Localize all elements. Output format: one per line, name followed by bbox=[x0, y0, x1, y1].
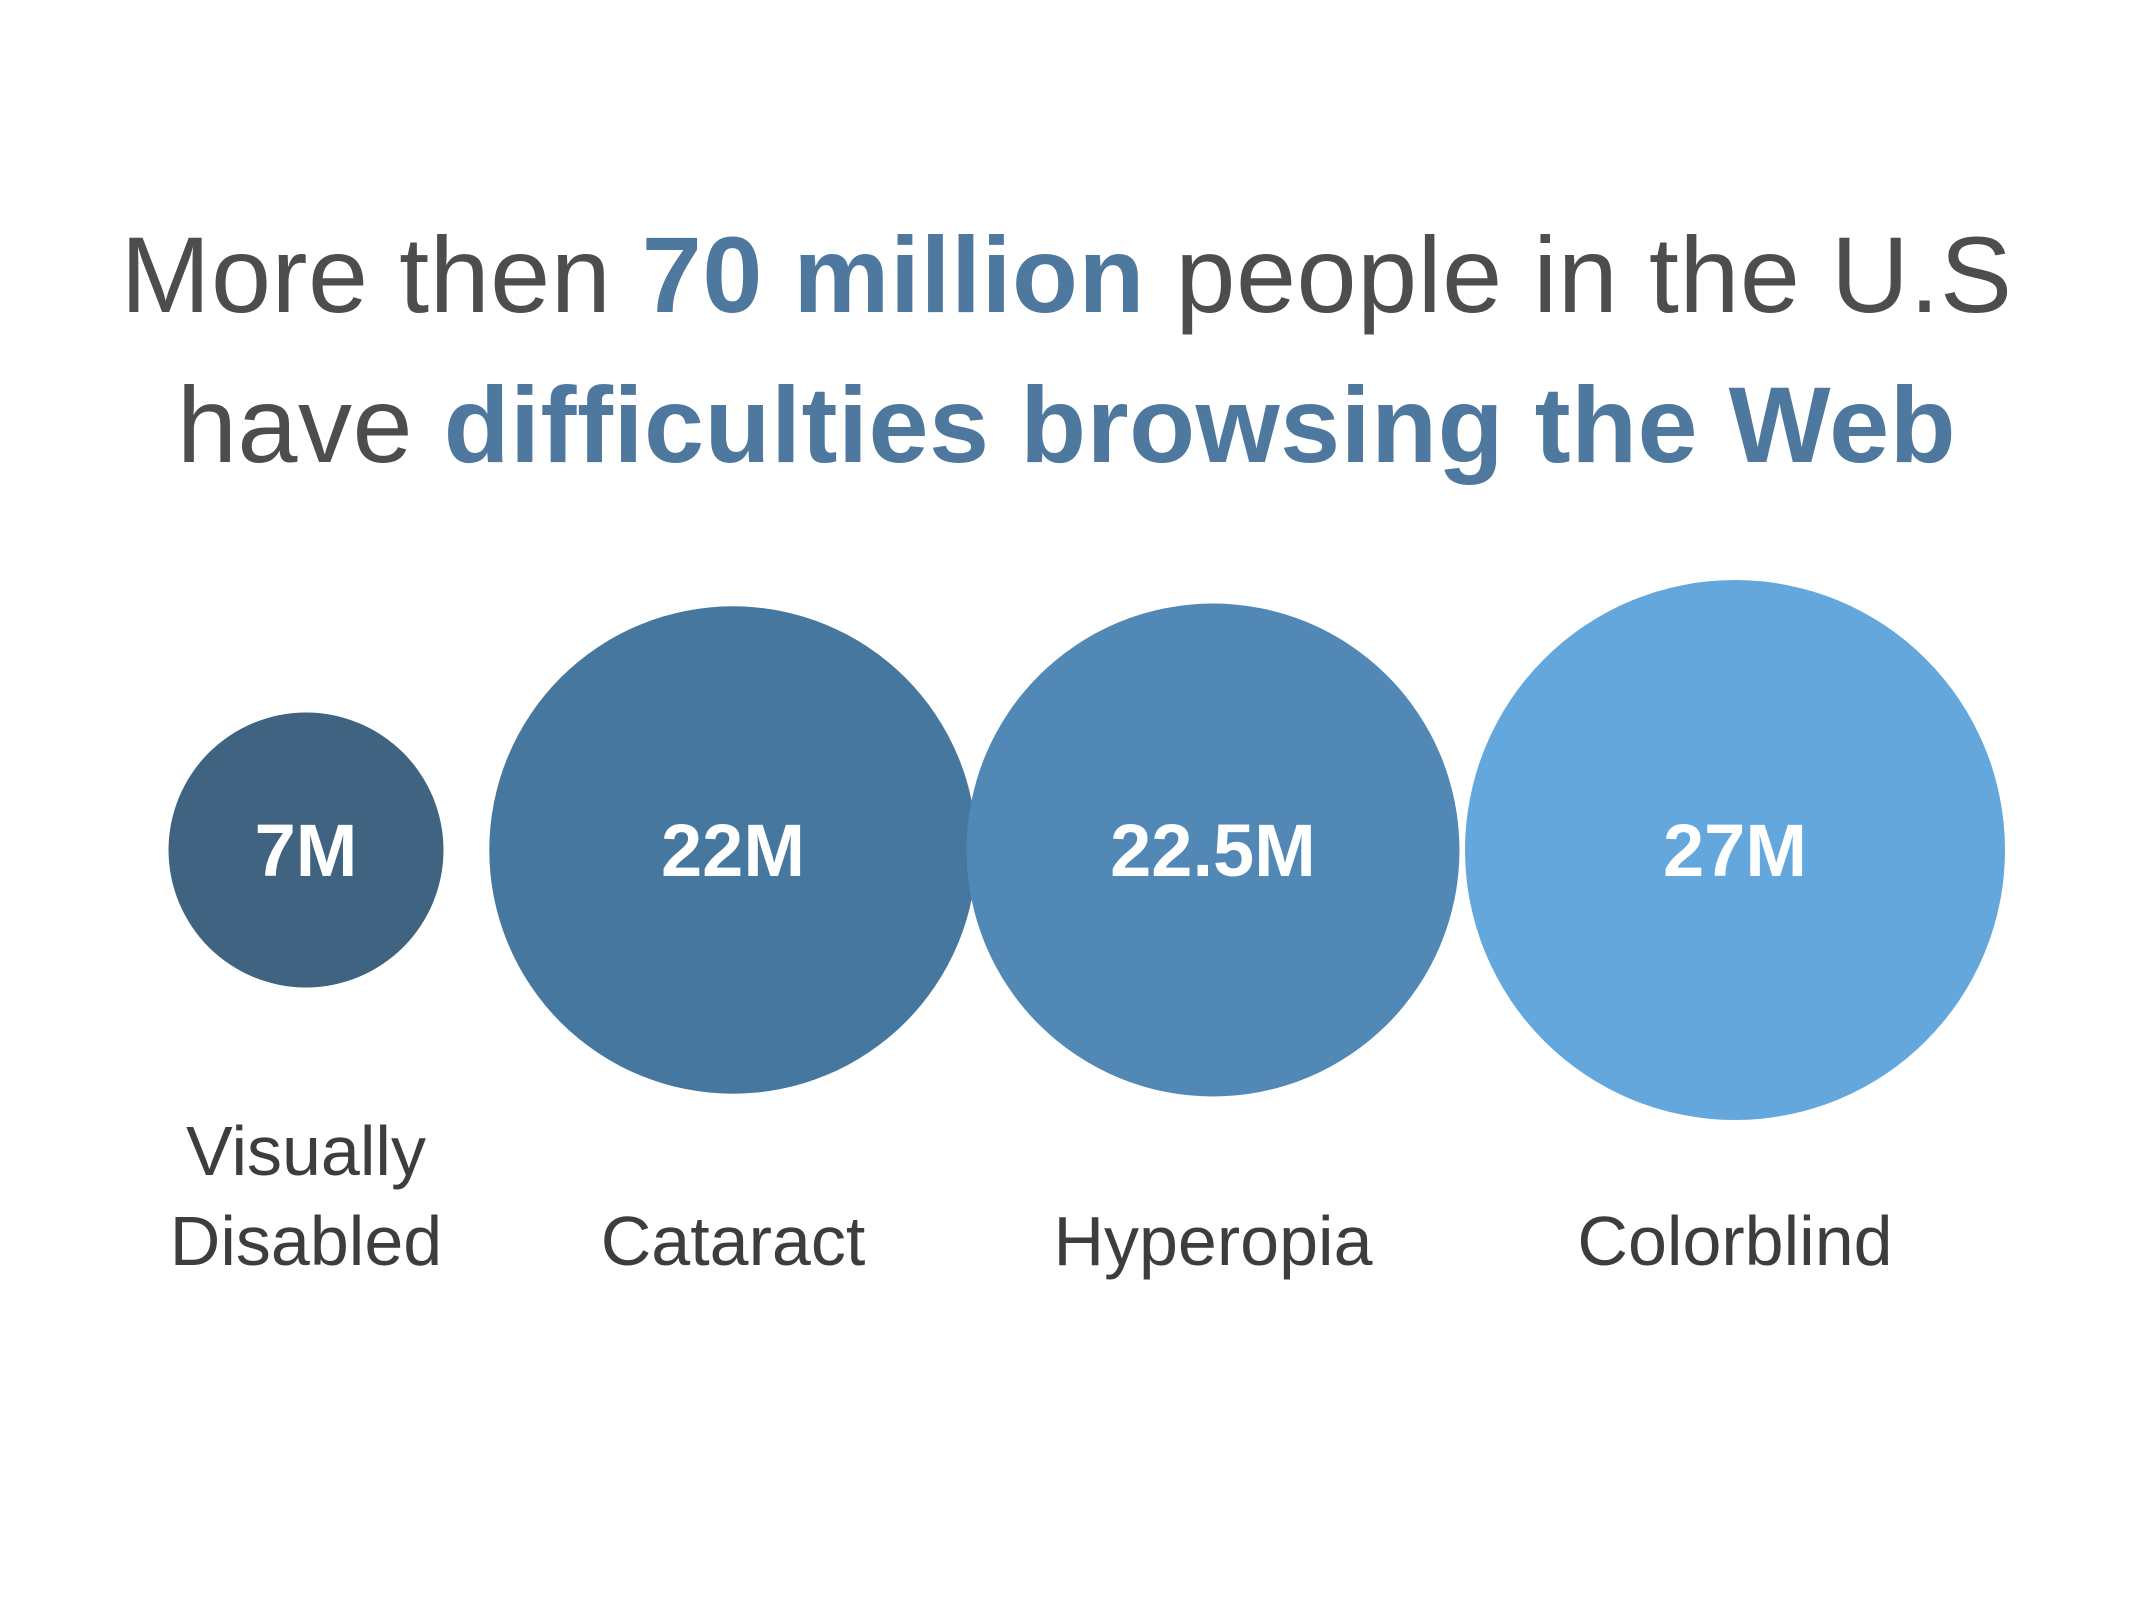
bubble-cataract bbox=[489, 606, 977, 1094]
headline-emphasis: difficulties browsing the Web bbox=[443, 364, 1957, 485]
category-label: Colorblind bbox=[1577, 1202, 1892, 1280]
headline: More then 70 million people in the U.S h… bbox=[0, 200, 2133, 500]
headline-line-2: have difficulties browsing the Web bbox=[0, 350, 2133, 500]
headline-text: have bbox=[176, 364, 444, 485]
headline-text: More then bbox=[120, 214, 642, 335]
category-label: Disabled bbox=[170, 1202, 442, 1280]
category-label: Cataract bbox=[601, 1202, 866, 1280]
category-label: Hyperopia bbox=[1053, 1202, 1372, 1280]
category-label: Visually bbox=[186, 1112, 426, 1190]
bubble-colorblind bbox=[1465, 580, 2005, 1120]
bubble-value-label: 22M bbox=[661, 809, 805, 892]
bubble-value-label: 22.5M bbox=[1110, 809, 1316, 892]
bubble-visually-disabled bbox=[168, 712, 444, 988]
headline-line-1: More then 70 million people in the U.S bbox=[0, 200, 2133, 350]
bubble-value-label: 27M bbox=[1663, 809, 1807, 892]
bubble-value-label: 7M bbox=[255, 809, 358, 892]
headline-text: people in the U.S bbox=[1144, 214, 2013, 335]
bubble-hyperopia bbox=[966, 603, 1460, 1097]
headline-emphasis: 70 million bbox=[641, 214, 1145, 335]
